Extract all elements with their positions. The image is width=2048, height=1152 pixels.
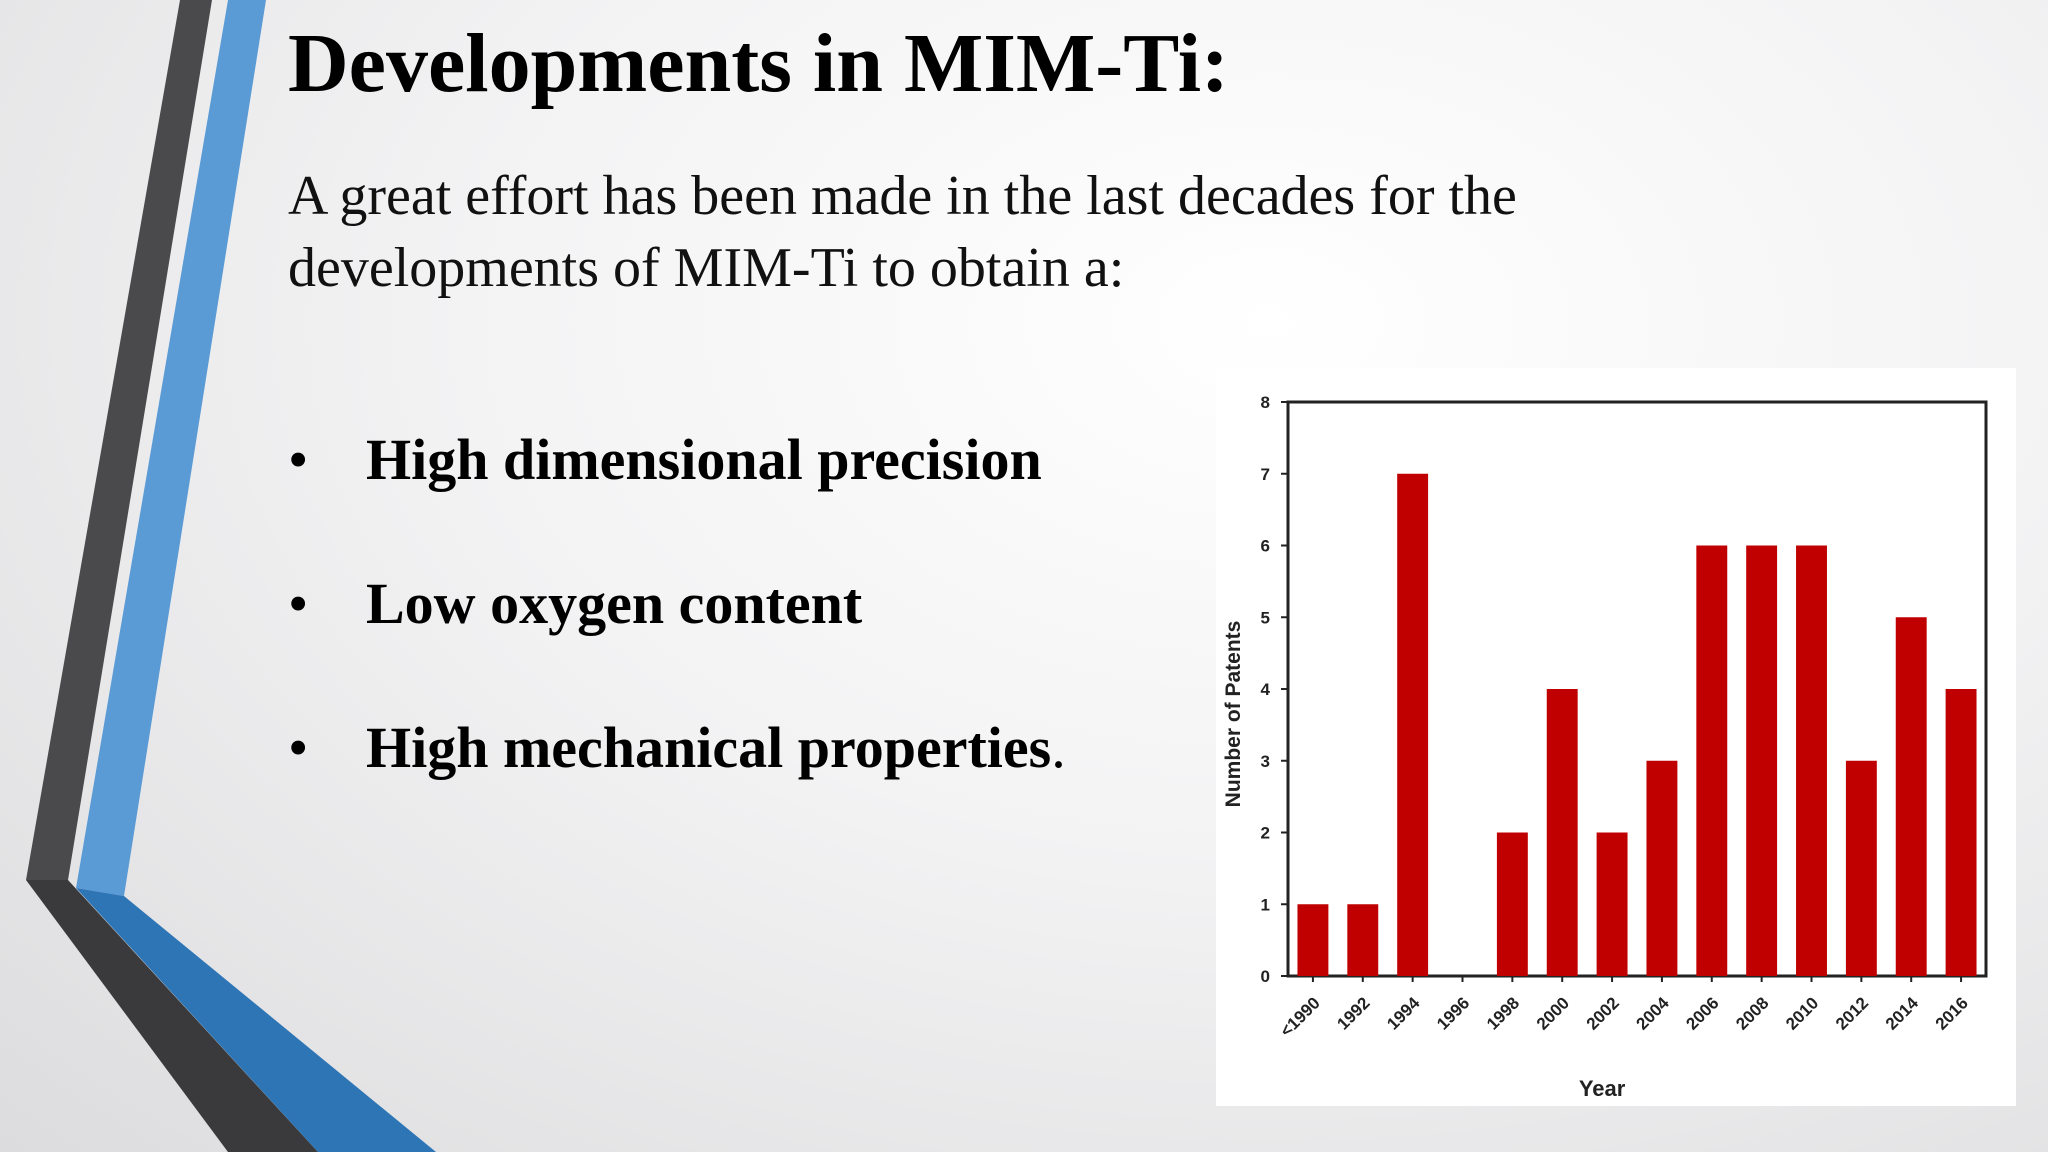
dark-stripe-lower	[26, 880, 318, 1152]
bullet-text: Low oxygen content	[366, 564, 862, 644]
y-tick-label: 7	[1261, 465, 1270, 484]
bullet-dot: •	[288, 427, 309, 492]
y-tick-label: 3	[1261, 752, 1270, 771]
blue-stripe-lower	[76, 888, 436, 1152]
x-tick-label: 2004	[1633, 993, 1674, 1034]
x-tick-label: <1990	[1277, 993, 1324, 1040]
y-tick-label: 4	[1261, 680, 1271, 699]
bar	[1646, 760, 1678, 976]
plot-frame	[1286, 400, 1988, 978]
chart-panel: 0 1 2 3 4 5 6 7 8 <1990 1992 1994 1996 1998 2000 2002 20…	[1216, 368, 2016, 1106]
bar	[1347, 904, 1379, 976]
bullet-text: High mechanical properties.	[366, 708, 1066, 788]
bullet-dot: •	[288, 571, 309, 636]
bullet-label: High dimensional precision	[366, 427, 1042, 492]
bullet-label: Low oxygen content	[366, 571, 863, 636]
bar	[1297, 904, 1329, 976]
x-tick-label: 1996	[1433, 993, 1473, 1033]
bar	[1596, 832, 1628, 976]
x-axis-label: Year	[1579, 1076, 1626, 1101]
bullet-label: High mechanical properties	[366, 715, 1052, 780]
x-tick-label: 2006	[1682, 993, 1722, 1033]
intro-text: A great effort has been made in the last…	[288, 165, 1517, 299]
x-tick-label: 2008	[1732, 993, 1772, 1033]
bar	[1496, 832, 1528, 976]
bar	[1895, 617, 1927, 976]
y-tick-label: 8	[1261, 393, 1270, 412]
y-tick-label: 5	[1261, 608, 1270, 627]
bar	[1546, 689, 1578, 976]
y-tick-label: 1	[1261, 895, 1270, 914]
bar	[1845, 760, 1877, 976]
dark-stripe-upper	[26, 0, 212, 880]
y-tick-label: 0	[1261, 967, 1270, 986]
x-tick-label: 2014	[1882, 993, 1923, 1034]
bar	[1696, 545, 1728, 976]
bullet-dot: •	[288, 715, 309, 780]
x-tick-label: 2010	[1782, 993, 1822, 1033]
y-tick-label: 2	[1261, 824, 1270, 843]
x-tick-label: 1994	[1383, 993, 1424, 1034]
bar	[1796, 545, 1827, 976]
bar	[1945, 689, 1977, 976]
y-axis-label: Number of Patents	[1222, 621, 1245, 808]
bullet-text: High dimensional precision	[366, 420, 1042, 500]
x-tick-label: 2002	[1583, 993, 1623, 1033]
x-tick-label: 2012	[1832, 993, 1872, 1033]
x-tick-label: 2000	[1533, 993, 1573, 1033]
bar	[1746, 545, 1778, 976]
slide-title: Developments in MIM-Ti:	[288, 17, 1230, 110]
light-blue-stripe	[76, 0, 266, 896]
x-tick-label: 1998	[1483, 993, 1523, 1033]
y-tick-label: 6	[1261, 537, 1270, 556]
x-tick-label: 1992	[1333, 993, 1373, 1033]
bar	[1397, 473, 1429, 976]
bullet-punctuation: .	[1051, 715, 1066, 780]
x-tick-label: 2016	[1932, 993, 1972, 1033]
